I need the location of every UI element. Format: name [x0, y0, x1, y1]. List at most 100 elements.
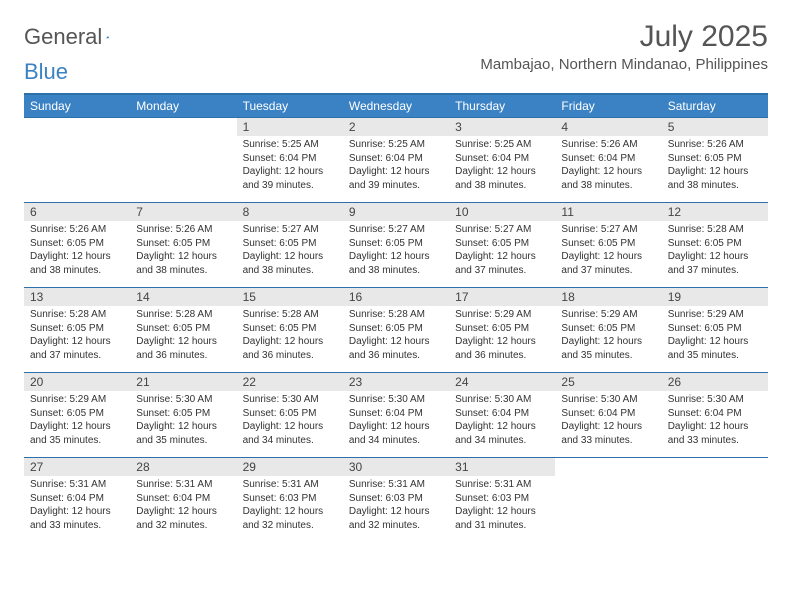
day-number: 7	[130, 203, 236, 221]
day-number	[24, 118, 130, 136]
day-number: 16	[343, 288, 449, 306]
day-details: Sunrise: 5:28 AMSunset: 6:05 PMDaylight:…	[24, 306, 130, 366]
day-cell: 2Sunrise: 5:25 AMSunset: 6:04 PMDaylight…	[343, 118, 449, 202]
day-details: Sunrise: 5:29 AMSunset: 6:05 PMDaylight:…	[24, 391, 130, 451]
day-cell: 4Sunrise: 5:26 AMSunset: 6:04 PMDaylight…	[555, 118, 661, 202]
day-details: Sunrise: 5:28 AMSunset: 6:05 PMDaylight:…	[343, 306, 449, 366]
day-cell: 21Sunrise: 5:30 AMSunset: 6:05 PMDayligh…	[130, 373, 236, 457]
day-cell: 16Sunrise: 5:28 AMSunset: 6:05 PMDayligh…	[343, 288, 449, 372]
weekday-header: Sunday	[24, 95, 130, 117]
day-cell: 27Sunrise: 5:31 AMSunset: 6:04 PMDayligh…	[24, 458, 130, 542]
weekday-header: Friday	[555, 95, 661, 117]
weekday-header: Thursday	[449, 95, 555, 117]
day-number: 26	[662, 373, 768, 391]
day-cell: 26Sunrise: 5:30 AMSunset: 6:04 PMDayligh…	[662, 373, 768, 457]
day-details: Sunrise: 5:25 AMSunset: 6:04 PMDaylight:…	[343, 136, 449, 196]
day-number: 24	[449, 373, 555, 391]
day-details: Sunrise: 5:31 AMSunset: 6:03 PMDaylight:…	[449, 476, 555, 536]
day-number: 19	[662, 288, 768, 306]
day-number: 3	[449, 118, 555, 136]
weekday-header: Wednesday	[343, 95, 449, 117]
day-number: 21	[130, 373, 236, 391]
day-details: Sunrise: 5:25 AMSunset: 6:04 PMDaylight:…	[237, 136, 343, 196]
day-details: Sunrise: 5:31 AMSunset: 6:03 PMDaylight:…	[237, 476, 343, 536]
day-number: 8	[237, 203, 343, 221]
day-number	[130, 118, 236, 136]
day-number: 13	[24, 288, 130, 306]
day-number: 5	[662, 118, 768, 136]
day-cell: 7Sunrise: 5:26 AMSunset: 6:05 PMDaylight…	[130, 203, 236, 287]
day-cell: 15Sunrise: 5:28 AMSunset: 6:05 PMDayligh…	[237, 288, 343, 372]
day-cell: 30Sunrise: 5:31 AMSunset: 6:03 PMDayligh…	[343, 458, 449, 542]
day-number: 1	[237, 118, 343, 136]
calendar: Sunday Monday Tuesday Wednesday Thursday…	[24, 93, 768, 542]
day-number: 27	[24, 458, 130, 476]
day-number: 17	[449, 288, 555, 306]
weekday-header: Tuesday	[237, 95, 343, 117]
day-cell: 24Sunrise: 5:30 AMSunset: 6:04 PMDayligh…	[449, 373, 555, 457]
day-cell: 14Sunrise: 5:28 AMSunset: 6:05 PMDayligh…	[130, 288, 236, 372]
day-cell	[555, 458, 661, 542]
brand-word-2: Blue	[24, 59, 68, 85]
day-number: 12	[662, 203, 768, 221]
day-cell: 22Sunrise: 5:30 AMSunset: 6:05 PMDayligh…	[237, 373, 343, 457]
day-number: 23	[343, 373, 449, 391]
day-details: Sunrise: 5:31 AMSunset: 6:04 PMDaylight:…	[130, 476, 236, 536]
week-row: 27Sunrise: 5:31 AMSunset: 6:04 PMDayligh…	[24, 457, 768, 542]
day-cell: 13Sunrise: 5:28 AMSunset: 6:05 PMDayligh…	[24, 288, 130, 372]
week-row: 1Sunrise: 5:25 AMSunset: 6:04 PMDaylight…	[24, 117, 768, 202]
day-cell	[24, 118, 130, 202]
day-details: Sunrise: 5:29 AMSunset: 6:05 PMDaylight:…	[449, 306, 555, 366]
day-details: Sunrise: 5:26 AMSunset: 6:05 PMDaylight:…	[24, 221, 130, 281]
day-details: Sunrise: 5:28 AMSunset: 6:05 PMDaylight:…	[662, 221, 768, 281]
brand-sail-icon	[106, 29, 109, 45]
day-number: 10	[449, 203, 555, 221]
day-number: 25	[555, 373, 661, 391]
day-cell: 12Sunrise: 5:28 AMSunset: 6:05 PMDayligh…	[662, 203, 768, 287]
day-number: 4	[555, 118, 661, 136]
month-title: July 2025	[480, 20, 768, 54]
day-cell: 25Sunrise: 5:30 AMSunset: 6:04 PMDayligh…	[555, 373, 661, 457]
day-number: 30	[343, 458, 449, 476]
day-details: Sunrise: 5:26 AMSunset: 6:05 PMDaylight:…	[130, 221, 236, 281]
day-number: 20	[24, 373, 130, 391]
day-details: Sunrise: 5:26 AMSunset: 6:05 PMDaylight:…	[662, 136, 768, 196]
day-number: 6	[24, 203, 130, 221]
day-cell: 29Sunrise: 5:31 AMSunset: 6:03 PMDayligh…	[237, 458, 343, 542]
day-number: 31	[449, 458, 555, 476]
day-cell: 23Sunrise: 5:30 AMSunset: 6:04 PMDayligh…	[343, 373, 449, 457]
day-details: Sunrise: 5:26 AMSunset: 6:04 PMDaylight:…	[555, 136, 661, 196]
day-number	[662, 458, 768, 476]
day-number: 14	[130, 288, 236, 306]
day-details: Sunrise: 5:30 AMSunset: 6:04 PMDaylight:…	[662, 391, 768, 451]
day-details: Sunrise: 5:27 AMSunset: 6:05 PMDaylight:…	[449, 221, 555, 281]
day-cell: 3Sunrise: 5:25 AMSunset: 6:04 PMDaylight…	[449, 118, 555, 202]
day-cell: 19Sunrise: 5:29 AMSunset: 6:05 PMDayligh…	[662, 288, 768, 372]
day-cell: 20Sunrise: 5:29 AMSunset: 6:05 PMDayligh…	[24, 373, 130, 457]
day-details: Sunrise: 5:29 AMSunset: 6:05 PMDaylight:…	[662, 306, 768, 366]
day-cell: 18Sunrise: 5:29 AMSunset: 6:05 PMDayligh…	[555, 288, 661, 372]
day-number: 29	[237, 458, 343, 476]
weekday-header: Saturday	[662, 95, 768, 117]
day-number: 28	[130, 458, 236, 476]
day-cell: 10Sunrise: 5:27 AMSunset: 6:05 PMDayligh…	[449, 203, 555, 287]
day-cell	[662, 458, 768, 542]
day-cell: 11Sunrise: 5:27 AMSunset: 6:05 PMDayligh…	[555, 203, 661, 287]
day-number: 2	[343, 118, 449, 136]
day-details: Sunrise: 5:30 AMSunset: 6:04 PMDaylight:…	[449, 391, 555, 451]
week-row: 13Sunrise: 5:28 AMSunset: 6:05 PMDayligh…	[24, 287, 768, 372]
day-cell: 31Sunrise: 5:31 AMSunset: 6:03 PMDayligh…	[449, 458, 555, 542]
location-subtitle: Mambajao, Northern Mindanao, Philippines	[480, 56, 768, 73]
brand-word-1: General	[24, 24, 102, 50]
day-details: Sunrise: 5:28 AMSunset: 6:05 PMDaylight:…	[130, 306, 236, 366]
day-details: Sunrise: 5:30 AMSunset: 6:04 PMDaylight:…	[555, 391, 661, 451]
day-number: 9	[343, 203, 449, 221]
day-number: 22	[237, 373, 343, 391]
day-number: 15	[237, 288, 343, 306]
weekday-header-row: Sunday Monday Tuesday Wednesday Thursday…	[24, 95, 768, 117]
day-number: 11	[555, 203, 661, 221]
day-details: Sunrise: 5:30 AMSunset: 6:05 PMDaylight:…	[130, 391, 236, 451]
day-details: Sunrise: 5:30 AMSunset: 6:04 PMDaylight:…	[343, 391, 449, 451]
day-cell: 1Sunrise: 5:25 AMSunset: 6:04 PMDaylight…	[237, 118, 343, 202]
day-cell: 28Sunrise: 5:31 AMSunset: 6:04 PMDayligh…	[130, 458, 236, 542]
